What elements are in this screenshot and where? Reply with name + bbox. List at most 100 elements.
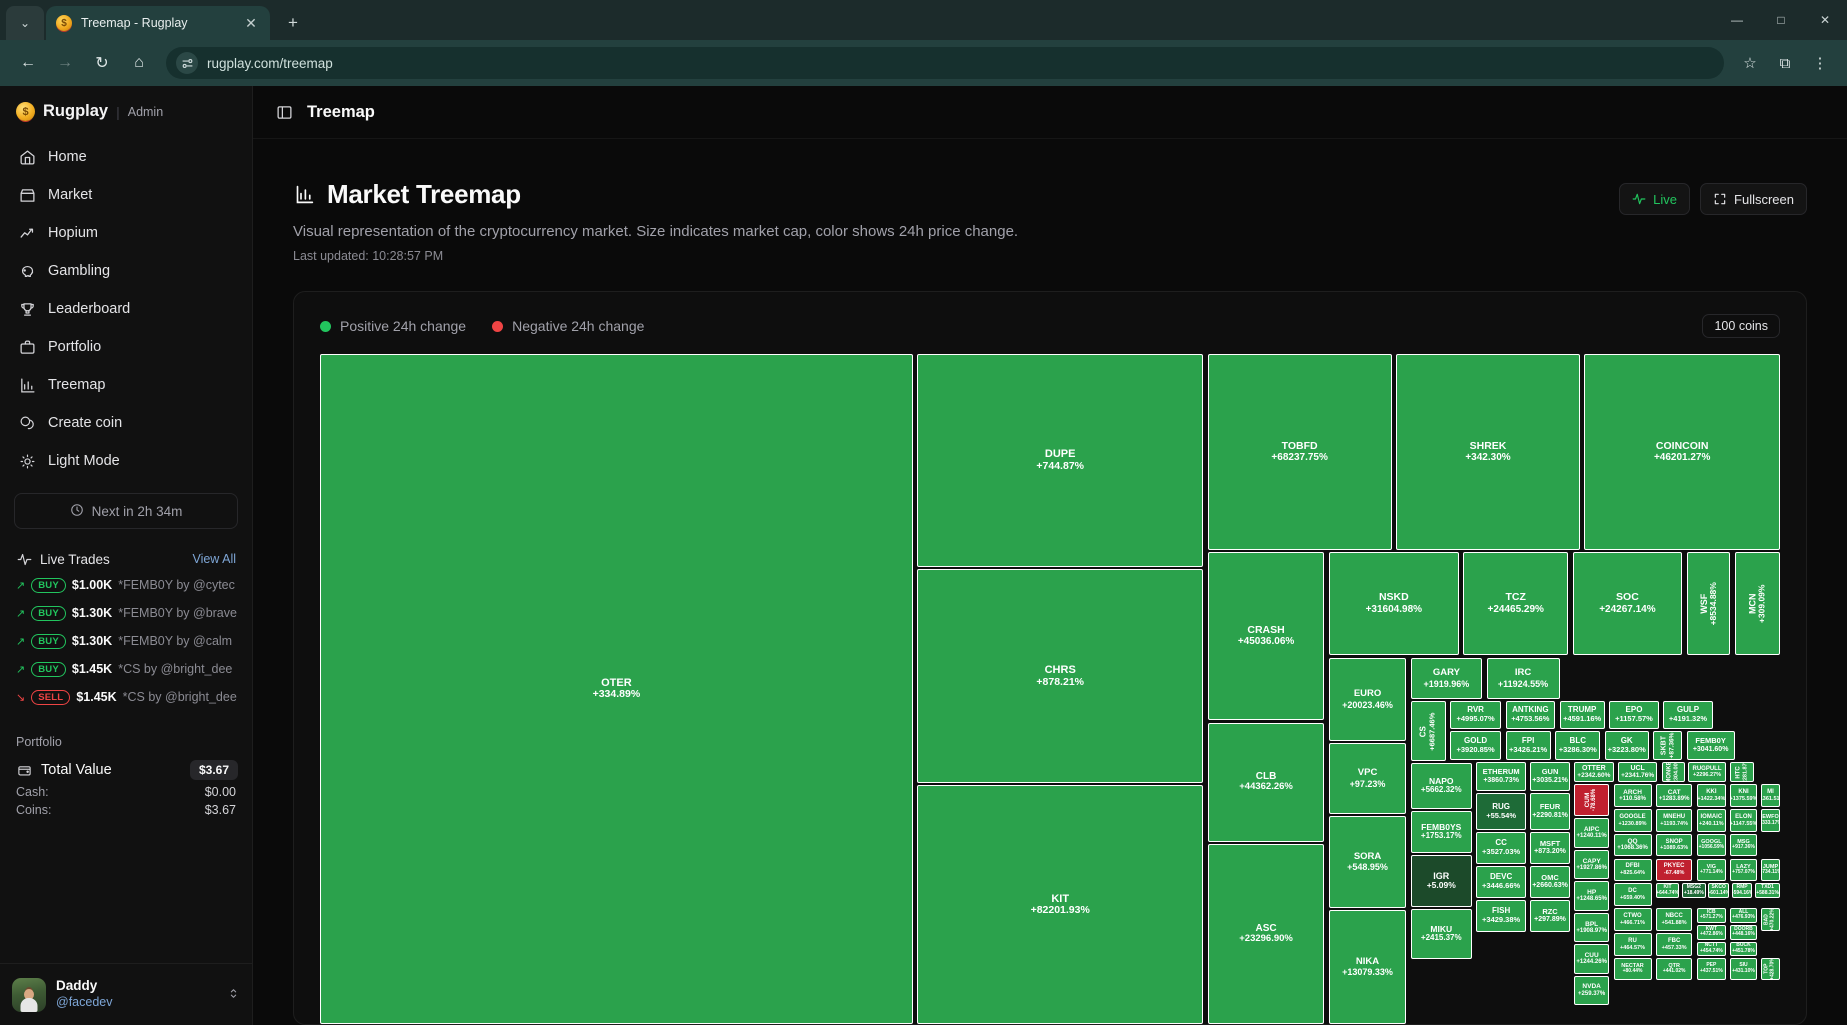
treemap-tile[interactable]: TOP +428.70% <box>1761 957 1780 981</box>
treemap-tile[interactable]: CUM -78.68% <box>1574 784 1610 817</box>
treemap-tile[interactable]: TCZ +24465.29% <box>1463 552 1569 656</box>
treemap-tile[interactable]: CHRS +878.21% <box>917 569 1204 784</box>
treemap-tile[interactable]: CAT +1283.89% <box>1655 784 1693 807</box>
sidebar-item-hopium[interactable]: Hopium <box>10 215 242 251</box>
treemap-tile[interactable]: FEMB0Y +3041.60% <box>1686 731 1735 760</box>
treemap-tile[interactable]: QQ +1068.36% <box>1613 833 1652 857</box>
treemap-tile[interactable]: CLB +44362.26% <box>1207 722 1325 842</box>
minimize-icon[interactable]: — <box>1731 13 1743 27</box>
treemap-tile[interactable]: GOLD +3920.85% <box>1450 731 1502 760</box>
treemap-tile[interactable]: MNEHU +1193.74% <box>1655 808 1693 832</box>
tab-list-chevron-icon[interactable]: ⌄ <box>6 6 44 40</box>
treemap-tile[interactable]: HP +1248.65% <box>1574 881 1610 911</box>
treemap-tile[interactable]: IRC +11924.55% <box>1486 657 1560 700</box>
treemap-tile[interactable]: ELON +1147.55% <box>1730 808 1757 832</box>
treemap-tile[interactable]: NECTAR +80.44% <box>1613 957 1652 981</box>
treemap-tile[interactable]: CS +6687.46% <box>1410 701 1446 762</box>
view-all-link[interactable]: View All <box>192 552 236 566</box>
treemap-tile[interactable]: ARCH +110.58% <box>1613 784 1652 807</box>
treemap-tile[interactable]: MI+1361.51% <box>1761 784 1780 807</box>
treemap-tile[interactable]: MSG +917.36% <box>1730 833 1757 857</box>
sidebar-item-gambling[interactable]: Gambling <box>10 253 242 289</box>
treemap-tile[interactable]: RVR +4995.07% <box>1450 701 1502 730</box>
treemap-tile[interactable]: NBCC +541.88% <box>1655 908 1693 931</box>
browser-menu-icon[interactable]: ⋮ <box>1812 55 1828 72</box>
treemap-tile[interactable]: CRASH +45036.06% <box>1207 552 1325 720</box>
treemap-tile[interactable]: HTC +2281.87% <box>1730 762 1754 783</box>
address-bar[interactable]: rugplay.com/treemap <box>166 47 1724 79</box>
treemap-tile[interactable]: SIU +431.10% <box>1730 957 1757 981</box>
treemap-tile[interactable]: NIKA +13079.33% <box>1328 910 1407 1024</box>
treemap-tile[interactable]: TOBFD +68237.75% <box>1207 354 1392 551</box>
treemap-tile[interactable]: CTWO +466.71% <box>1613 908 1652 931</box>
treemap-tile[interactable]: CC +3527.03% <box>1476 831 1526 864</box>
treemap-tile[interactable]: TRUMP +4591.16% <box>1559 701 1605 730</box>
sidebar-item-portfolio[interactable]: Portfolio <box>10 329 242 365</box>
treemap-tile[interactable]: KIT +644.74% <box>1655 883 1680 899</box>
list-item[interactable]: ↗ BUY $1.00K *FEMB0Y by @cytec <box>10 573 242 597</box>
treemap-tile[interactable]: ETHERUM +3860.73% <box>1476 762 1526 791</box>
treemap-tile[interactable]: KKI +1422.34% <box>1696 784 1726 807</box>
treemap-tile[interactable]: SKCO +601.14% <box>1708 883 1729 899</box>
treemap-tile[interactable]: NVDA +259.37% <box>1574 975 1610 1006</box>
browser-tab[interactable]: $ Treemap - Rugplay ✕ <box>46 6 270 40</box>
treemap-tile[interactable]: NEWFOR+333.17% <box>1761 808 1780 832</box>
treemap-tile[interactable]: LAZY +757.07% <box>1730 858 1757 882</box>
treemap-tile[interactable]: VPC +97.23% <box>1328 743 1407 814</box>
list-item[interactable]: ↗ BUY $1.30K *FEMB0Y by @brave <box>10 601 242 625</box>
treemap-tile[interactable]: SHREK +342.30% <box>1396 354 1580 551</box>
close-window-icon[interactable]: ✕ <box>1819 13 1831 27</box>
treemap-tile[interactable]: GULP +4191.32% <box>1663 701 1713 730</box>
treemap-tile[interactable]: IGR +5.09% <box>1410 855 1472 907</box>
treemap-tile[interactable]: MSFT +873.20% <box>1530 831 1570 864</box>
treemap-tile[interactable]: MSG2 +18.49% <box>1682 883 1706 899</box>
treemap-tile[interactable]: FPI +3426.21% <box>1505 731 1551 760</box>
treemap-tile[interactable]: BAD +470.22% <box>1761 908 1780 931</box>
treemap-tile[interactable]: RU +464.57% <box>1613 932 1652 956</box>
sidebar-item-create-coin[interactable]: Create coin <box>10 405 242 441</box>
list-item[interactable]: ↗ BUY $1.30K *FEMB0Y by @calm <box>10 629 242 653</box>
treemap-tile[interactable]: CAPY +1927.86% <box>1574 849 1610 880</box>
treemap-tile[interactable]: GUN +3035.21% <box>1530 762 1570 791</box>
treemap-tile[interactable]: SNOP +1089.63% <box>1655 833 1693 857</box>
sidebar-item-home[interactable]: Home <box>10 139 242 175</box>
new-tab-button[interactable]: + <box>288 13 298 32</box>
treemap-tile[interactable]: COINCOIN +46201.27% <box>1584 354 1780 551</box>
treemap-tile[interactable]: FISH +3429.38% <box>1476 900 1526 933</box>
treemap-tile[interactable]: DC +659.40% <box>1613 883 1652 907</box>
brand[interactable]: $ Rugplay | Admin <box>0 86 252 133</box>
treemap-tile[interactable]: VIG +771.14% <box>1696 858 1726 882</box>
list-item[interactable]: ↗ BUY $1.45K *CS by @bright_dee <box>10 657 242 681</box>
treemap-tile[interactable]: EPO +1157.57% <box>1609 701 1659 730</box>
treemap-tile[interactable]: CUU +1244.26% <box>1574 944 1610 974</box>
treemap-tile[interactable]: BLC +3286.30% <box>1555 731 1601 760</box>
treemap-tile[interactable]: QTR +441.02% <box>1655 957 1693 981</box>
treemap-tile[interactable]: GK +3223.80% <box>1604 731 1649 760</box>
treemap-tile[interactable]: KNI +1375.59% <box>1730 784 1757 807</box>
treemap-tile[interactable]: IOMAIC +240.11% <box>1696 808 1726 832</box>
treemap-tile[interactable]: MCN +309.09% <box>1734 552 1780 656</box>
treemap-tile[interactable]: PKYEC -67.48% <box>1655 858 1693 882</box>
treemap-tile[interactable]: ANTKING +4753.56% <box>1505 701 1556 730</box>
treemap-tile[interactable]: MONKE +2304.00% <box>1661 762 1686 783</box>
sidebar-item-light-mode[interactable]: Light Mode <box>10 443 242 479</box>
treemap-tile[interactable]: OTTER +2342.60% <box>1574 762 1614 783</box>
treemap-tile[interactable]: ICB +571.27% <box>1696 908 1726 923</box>
treemap-tile[interactable]: SKBT +87.36% <box>1652 731 1683 760</box>
treemap-tile[interactable]: NSKD +31604.98% <box>1328 552 1459 656</box>
site-settings-icon[interactable] <box>176 52 198 74</box>
treemap-tile[interactable]: KWT +472.86% <box>1696 924 1726 940</box>
treemap-tile[interactable]: RUGPULL +2296.27% <box>1688 762 1726 783</box>
treemap-tile[interactable]: GARY +1919.96% <box>1410 657 1483 700</box>
treemap-tile[interactable]: FBC +457.33% <box>1655 932 1693 956</box>
treemap-tile[interactable]: DUPE +744.87% <box>917 354 1204 568</box>
fullscreen-button[interactable]: Fullscreen <box>1700 183 1807 215</box>
maximize-icon[interactable]: □ <box>1777 13 1785 27</box>
user-profile[interactable]: Daddy @facedev <box>0 963 252 1025</box>
treemap-tile[interactable]: DOORB +448.16% <box>1730 924 1757 940</box>
treemap-tile[interactable]: DEVC +3446.66% <box>1476 865 1526 899</box>
treemap-tile[interactable]: RZC +297.89% <box>1530 900 1570 933</box>
treemap-tile[interactable]: KIT +82201.93% <box>917 785 1204 1024</box>
treemap-tile[interactable]: JUMP+734.11% <box>1761 858 1780 882</box>
treemap-tile[interactable]: SOC +24267.14% <box>1572 552 1683 656</box>
